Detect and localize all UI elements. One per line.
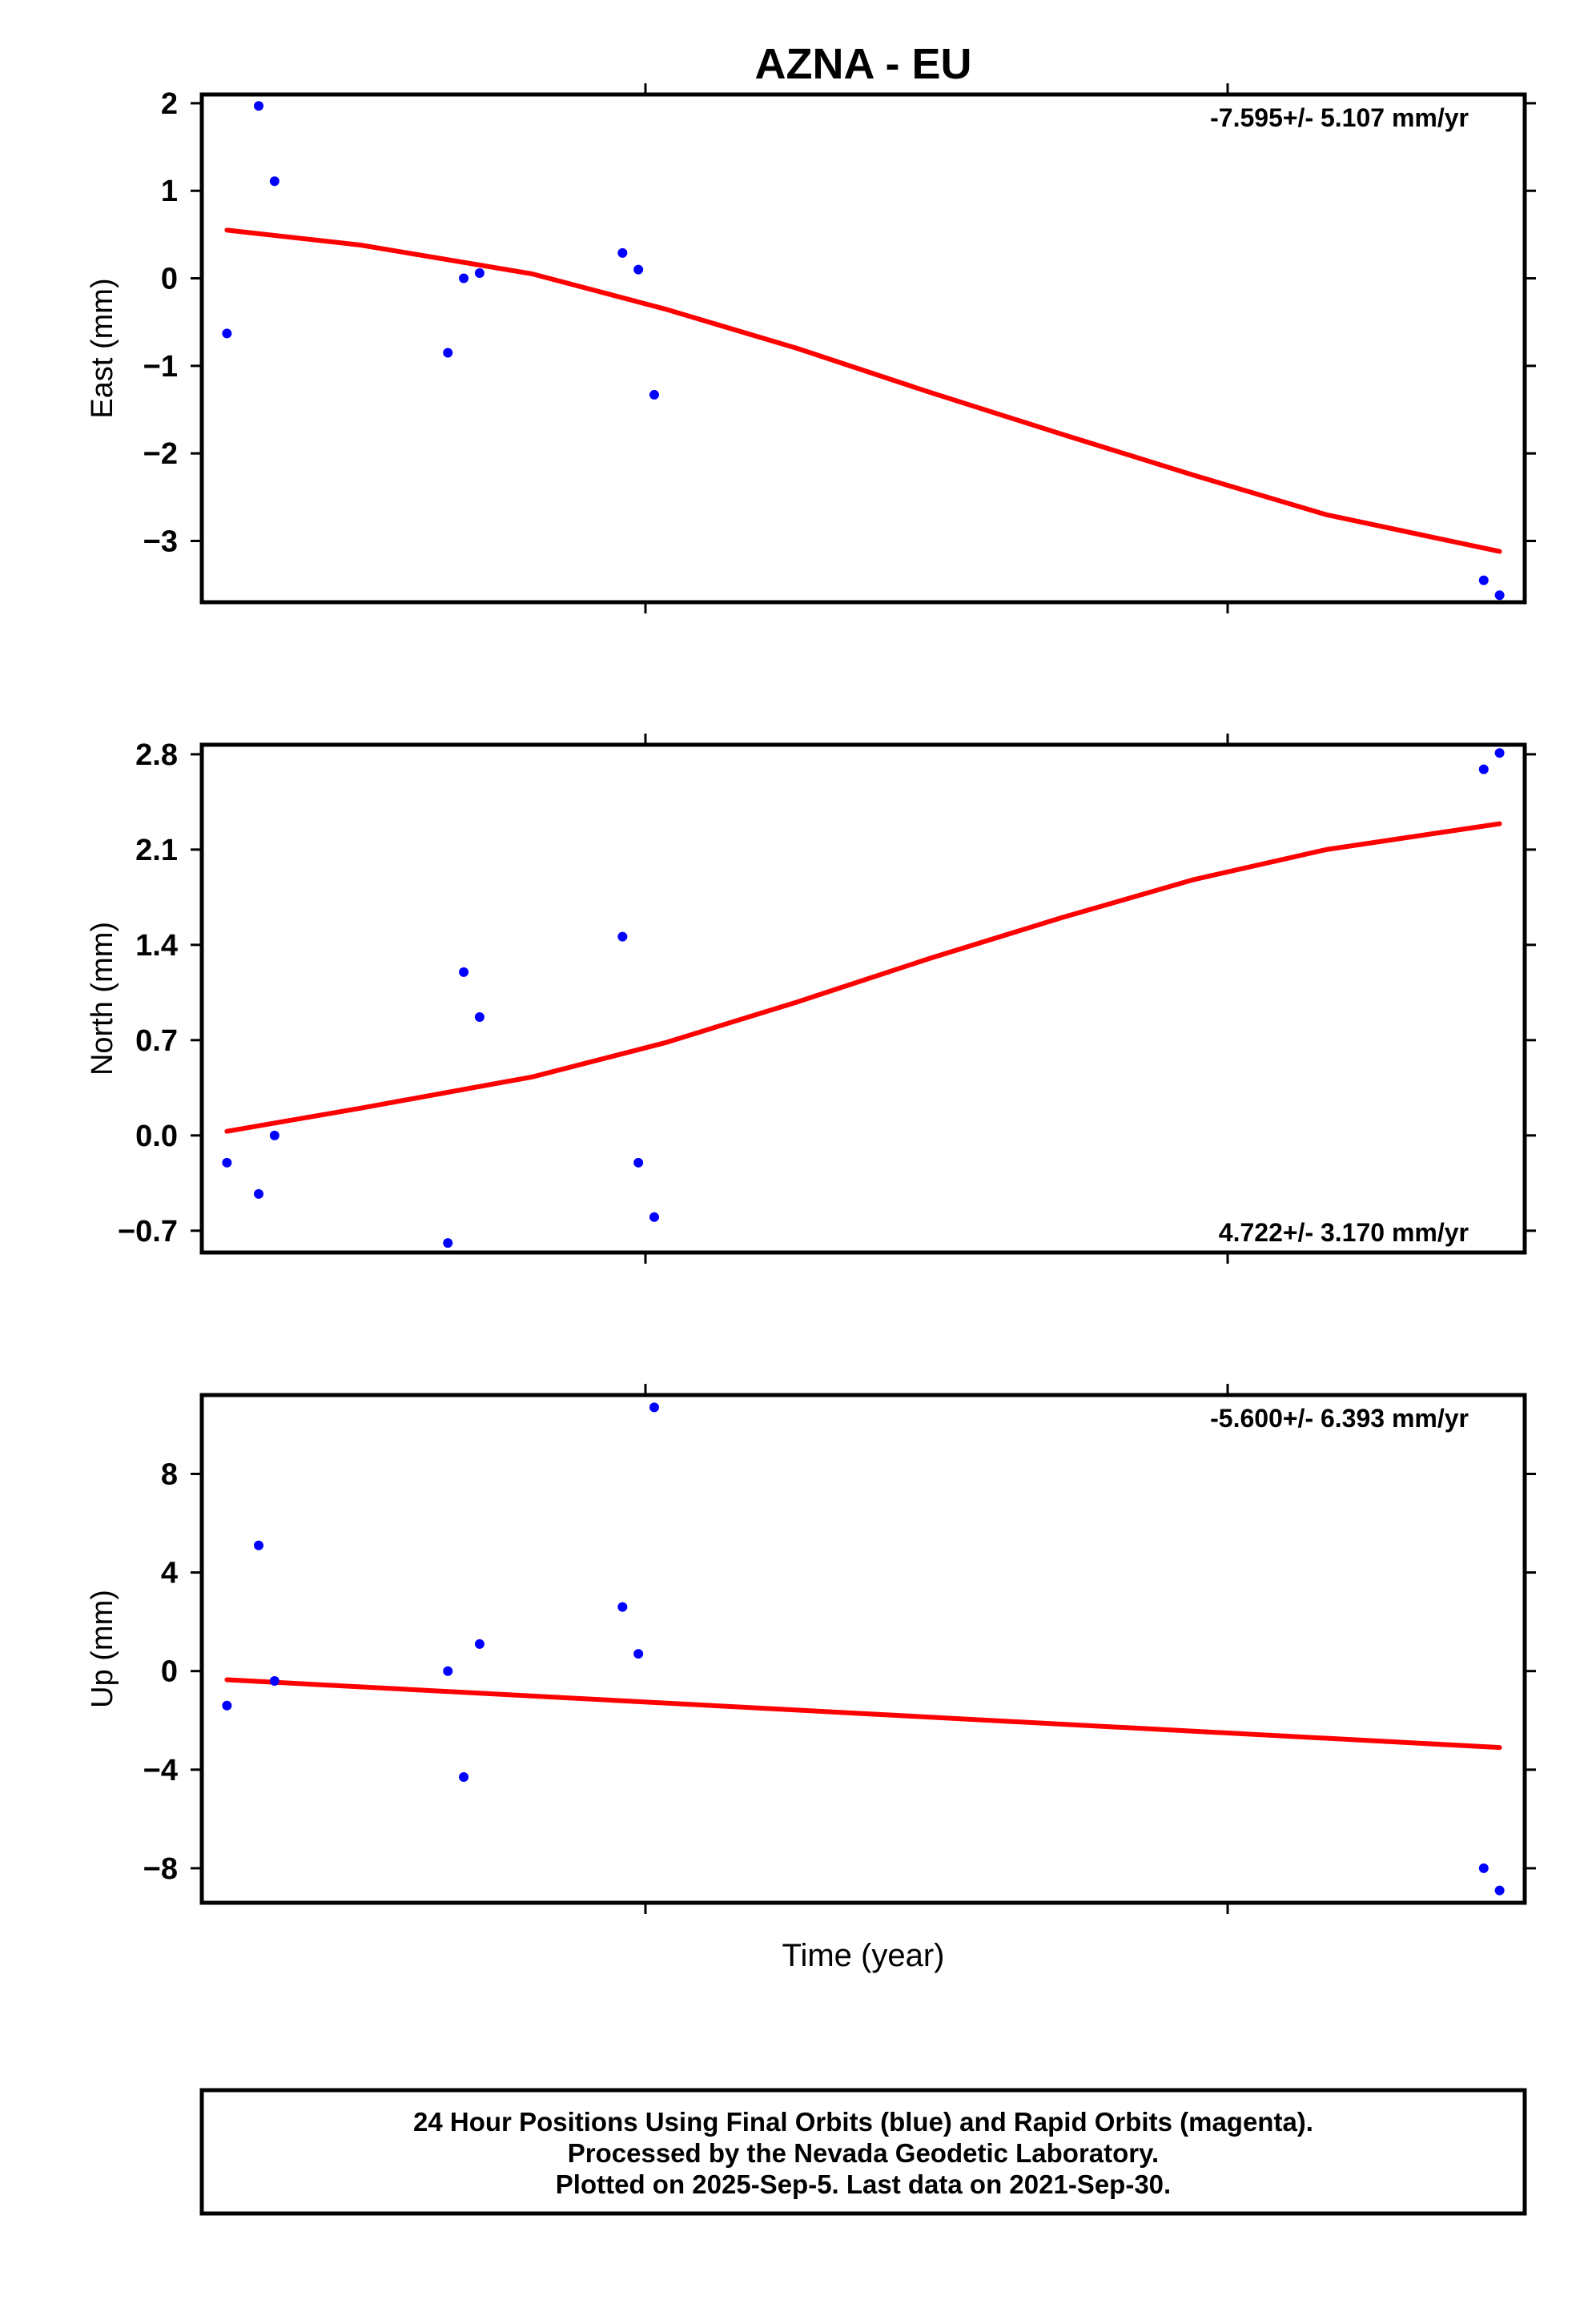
north-data-point (269, 1130, 279, 1140)
footer-box: 24 Hour Positions Using Final Orbits (bl… (199, 2088, 1527, 2216)
up-panel: 8 4 0 −4 −8 Up (mm) -5.600+/- 6.393 mm/yr (86, 1384, 1536, 1914)
footer-line-3: Plotted on 2025-Sep-5. Last data on 2021… (556, 2169, 1171, 2199)
east-data-point (633, 264, 644, 275)
north-data-point (474, 1011, 484, 1022)
chart-title: AZNA - EU (755, 40, 972, 88)
east-y-axis-label: East (mm) (86, 278, 119, 418)
east-data-point (1478, 575, 1489, 585)
north-fit-line (224, 821, 1502, 1134)
north-data-point (254, 1188, 264, 1199)
up-rate-label: -5.600+/- 6.393 mm/yr (1210, 1404, 1469, 1433)
east-ytick-label: 1 (161, 175, 178, 208)
north-panel: 2.8 2.1 1.4 0.7 0.0 −0.7 North (mm) 4.722+/- 3.… (86, 734, 1536, 1264)
x-axis-label: Time (year) (782, 1938, 945, 1973)
up-data-point (459, 1772, 469, 1783)
east-data-point (459, 273, 469, 283)
up-data-point (633, 1649, 644, 1659)
up-ytick-label: 8 (161, 1458, 178, 1491)
east-rate-label: -7.595+/- 5.107 mm/yr (1210, 103, 1469, 132)
footer-line-1: 24 Hour Positions Using Final Orbits (bl… (413, 2107, 1313, 2137)
north-y-axis-label: North (mm) (86, 922, 119, 1076)
up-data-point (617, 1602, 628, 1612)
east-data-point (443, 348, 453, 358)
east-data-point (617, 247, 628, 258)
up-data-point (649, 1402, 659, 1413)
east-plot-frame (199, 92, 1527, 605)
north-ytick-label: 2.1 (135, 834, 178, 867)
north-data-point (1478, 764, 1489, 774)
north-rate-label: 4.722+/- 3.170 mm/yr (1219, 1218, 1469, 1247)
north-data-point (1494, 748, 1505, 758)
east-data-point (1494, 590, 1505, 601)
north-data-point (459, 967, 469, 977)
footer-line-2: Processed by the Nevada Geodetic Laborat… (568, 2138, 1159, 2168)
east-ytick-label: 2 (161, 87, 178, 121)
up-data-point (443, 1666, 453, 1676)
east-data-point (222, 328, 232, 339)
up-data-point (269, 1676, 279, 1687)
up-data-point (1494, 1885, 1505, 1896)
up-ytick-label: −4 (143, 1754, 178, 1787)
north-data-point (633, 1157, 644, 1168)
north-plot-frame (199, 742, 1527, 1255)
up-data-point (222, 1700, 232, 1711)
east-fit-line (224, 227, 1502, 554)
east-ytick-label: 0 (161, 263, 178, 296)
up-ytick-label: −8 (143, 1852, 178, 1886)
north-ytick-label: −0.7 (118, 1215, 178, 1248)
north-ytick-label: 2.8 (135, 738, 178, 772)
north-data-point (617, 931, 628, 942)
east-panel: 2 1 0 −1 −2 −3 East (mm) -7.595+/- 5.107 mm/yr (86, 83, 1536, 613)
east-data-point (649, 389, 659, 400)
north-ytick-label: 1.4 (135, 929, 178, 963)
north-data-point (222, 1157, 232, 1168)
east-data-point (254, 101, 264, 111)
north-ytick-label: 0.7 (135, 1024, 178, 1058)
up-ytick-label: 0 (161, 1655, 178, 1689)
east-data-point (474, 267, 484, 278)
north-ytick-label: 0.0 (135, 1120, 178, 1153)
up-ytick-label: 4 (161, 1557, 178, 1590)
up-data-point (254, 1540, 264, 1550)
up-y-axis-label: Up (mm) (86, 1590, 119, 1708)
up-data-point (474, 1638, 484, 1649)
east-ytick-label: −2 (143, 437, 178, 471)
east-data-point (269, 176, 279, 187)
up-fit-line (224, 1677, 1502, 1751)
north-data-point (649, 1212, 659, 1222)
east-ytick-label: −1 (143, 350, 178, 384)
north-data-point (443, 1238, 453, 1248)
up-data-point (1478, 1863, 1489, 1873)
east-ytick-label: −3 (143, 525, 178, 558)
up-plot-frame (199, 1393, 1527, 1905)
